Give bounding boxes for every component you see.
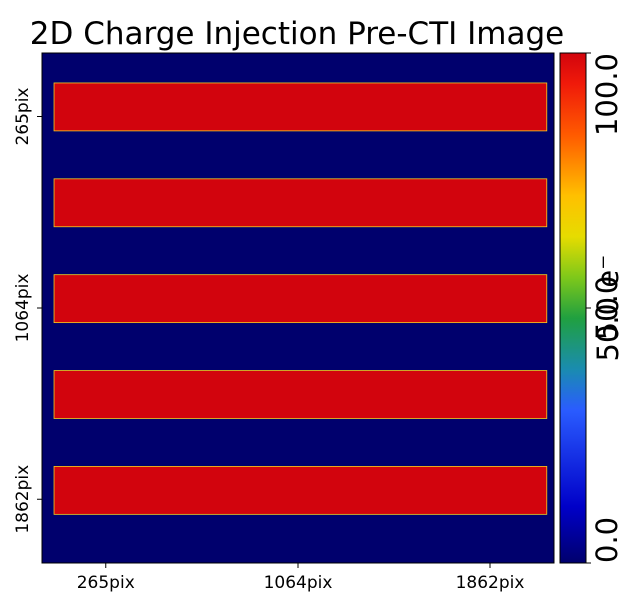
x-tick-label: 1862pix bbox=[456, 573, 525, 593]
y-tick-label: 1862pix bbox=[13, 465, 33, 534]
x-tick-label: 1064pix bbox=[264, 573, 333, 593]
x-tick-label: 265pix bbox=[77, 573, 135, 593]
y-tick-label: 1064pix bbox=[13, 274, 33, 343]
colorbar: 0.0 50.0 100.0 50.0 e⁻ bbox=[559, 52, 625, 564]
colorbar-tick-label: 50.0 bbox=[590, 276, 624, 341]
colorbar-ticks: 0.0 50.0 100.0 bbox=[586, 52, 624, 564]
ci-region-4 bbox=[53, 370, 548, 419]
ci-region-1 bbox=[53, 82, 548, 132]
x-axis: 265pix 1064pix 1862pix bbox=[77, 563, 525, 593]
y-tick-label: 265pix bbox=[13, 87, 33, 145]
colorbar-tick-label: 0.0 bbox=[590, 517, 624, 563]
plot-area bbox=[41, 52, 555, 564]
y-axis: 265pix 1064pix 1862pix bbox=[13, 87, 42, 534]
colorbar-gradient bbox=[560, 53, 586, 563]
colorbar-label: 50.0 e⁻ bbox=[591, 255, 625, 362]
chart-title: 2D Charge Injection Pre-CTI Image bbox=[30, 16, 564, 52]
ci-region-2 bbox=[53, 178, 548, 228]
charge-injection-regions bbox=[53, 82, 548, 515]
ci-region-3 bbox=[53, 274, 548, 324]
ci-region-5 bbox=[53, 466, 548, 515]
colorbar-tick-label: 100.0 bbox=[590, 53, 624, 136]
